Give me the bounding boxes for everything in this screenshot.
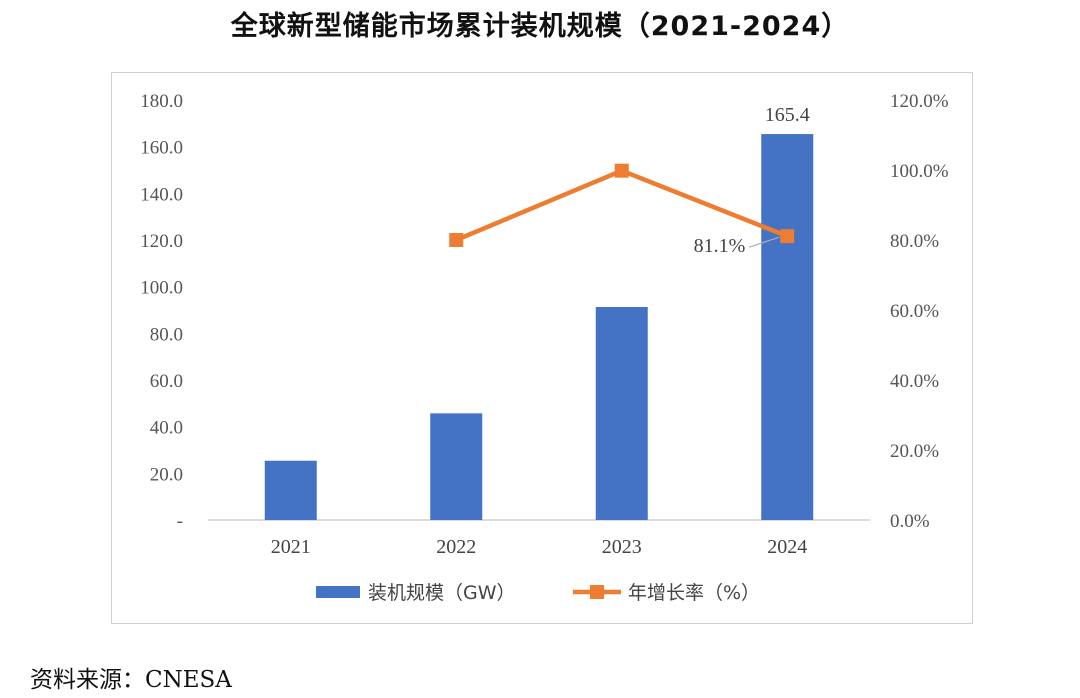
data-labels: 165.4 81.1% (694, 104, 810, 257)
bar (264, 460, 317, 520)
bar-data-label: 165.4 (765, 104, 810, 126)
right-axis-tick: 100.0% (890, 161, 949, 182)
legend-line-label: 年增长率（%） (628, 582, 760, 604)
left-axis-tick: 180.0 (140, 91, 183, 112)
left-axis-ticks: - 20.0 40.0 60.0 80.0 100.0 120.0 140.0 160.0 180… (140, 91, 183, 532)
right-axis-tick: 80.0% (890, 231, 939, 252)
category-label: 2022 (436, 536, 476, 558)
legend-bar-label: 装机规模（GW） (368, 582, 516, 604)
line-series (449, 163, 795, 247)
left-axis-tick: 80.0 (150, 324, 183, 345)
legend-line-marker (590, 585, 604, 599)
left-axis-tick: 40.0 (150, 418, 183, 439)
left-axis-tick: 100.0 (140, 278, 183, 299)
left-axis-tick: 60.0 (150, 371, 183, 392)
line-data-label: 81.1% (694, 235, 746, 257)
line-marker (780, 229, 795, 244)
chart-title: 全球新型储能市场累计装机规模（2021-2024） (230, 11, 850, 42)
right-axis-ticks: 0.0% 20.0% 40.0% 60.0% 80.0% 100.0% 120.0% (890, 91, 949, 532)
bar-series (264, 134, 814, 521)
bar (430, 413, 483, 520)
category-labels: 2021 2022 2023 2024 (271, 536, 808, 558)
category-label: 2021 (271, 536, 311, 558)
source-note: 资料来源：CNESA (30, 667, 232, 693)
bar (595, 306, 648, 520)
right-axis-tick: 60.0% (890, 301, 939, 322)
line-marker (449, 233, 464, 247)
line-marker (614, 163, 629, 178)
category-label: 2024 (767, 536, 807, 558)
left-axis-tick: - (177, 511, 183, 532)
left-axis-tick: 20.0 (150, 464, 183, 485)
growth-line (455, 168, 789, 243)
right-axis-tick: 20.0% (890, 441, 939, 462)
data-label-leader (749, 236, 780, 248)
left-axis-tick: 140.0 (140, 184, 183, 205)
legend: 装机规模（GW） 年增长率（%） (316, 582, 760, 604)
category-label: 2023 (602, 536, 642, 558)
legend-bar-swatch (316, 586, 360, 598)
right-axis-tick: 40.0% (890, 371, 939, 392)
chart-frame (111, 72, 973, 624)
left-axis-tick: 120.0 (140, 231, 183, 252)
bar (761, 134, 814, 521)
left-axis-tick: 160.0 (140, 138, 183, 159)
right-axis-tick: 0.0% (890, 511, 930, 532)
right-axis-tick: 120.0% (890, 91, 949, 112)
